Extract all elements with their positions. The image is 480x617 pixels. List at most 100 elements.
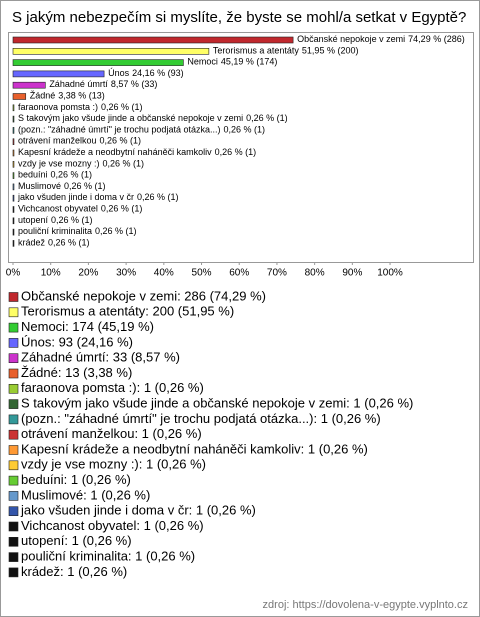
bar-label: (pozn.: "záhadné úmrtí" je trochu podjat… — [18, 125, 265, 135]
bar-label: Kapesní krádeže a neodbytní naháněči kam… — [18, 147, 256, 157]
bar — [12, 104, 15, 112]
bar-label: S takovým jako všude jinde a občanské ne… — [18, 113, 288, 123]
legend-swatch — [8, 414, 19, 425]
bar-category: utopení — [18, 215, 49, 225]
x-tick-label: 10% — [41, 268, 61, 279]
x-tick-label: 40% — [154, 268, 174, 279]
legend-swatch — [8, 292, 19, 302]
bar-value-label: 0,26 % (1) — [51, 170, 93, 180]
bar — [12, 149, 15, 157]
source: zdroj: https://dovolena-v-egypte.vyplnto… — [263, 599, 468, 611]
bar-label: krádež 0,26 % (1) — [18, 238, 90, 248]
legend-swatch — [8, 552, 19, 562]
x-tick-label: 50% — [192, 268, 212, 279]
x-tick-label: 90% — [342, 268, 362, 279]
bar-category: Žádné — [30, 91, 56, 101]
bar-label: Únos 24,16 % (93) — [108, 68, 184, 78]
bar-value-label: 0,26 % (1) — [100, 136, 142, 146]
bar-category: faraonova pomsta :) — [18, 102, 98, 112]
legend-label: jako všuden jinde i doma v čr: 1 (0,26 %… — [20, 503, 256, 518]
bar-value-label: 0,26 % (1) — [215, 147, 257, 157]
bar-category: Občanské nepokoje v zemi — [297, 34, 405, 44]
x-tick-label: 30% — [116, 268, 136, 279]
bar — [12, 161, 15, 168]
legend-label: krádež: 1 (0,26 %) — [21, 564, 127, 579]
bar-value-label: 0,26 % (1) — [246, 113, 288, 123]
bar-label: vzdy je vse mozny :) 0,26 % (1) — [18, 159, 144, 169]
legend-label: vzdy je vse mozny :): 1 (0,26 %) — [21, 457, 206, 472]
bar-category: Nemoci — [187, 57, 218, 67]
x-tick-label: 60% — [229, 268, 249, 279]
bar — [12, 127, 15, 134]
bar-category: (pozn.: "záhadné úmrtí" je trochu podjat… — [18, 125, 221, 135]
chart-title: S jakým nebezpečím si myslíte, že byste … — [12, 9, 466, 26]
legend-swatch — [8, 338, 19, 348]
legend-label: faraonova pomsta :): 1 (0,26 %) — [21, 380, 204, 395]
bar — [12, 81, 46, 89]
legend-label: Vichcanost obyvatel: 1 (0,26 %) — [21, 518, 204, 533]
legend-swatch — [8, 353, 19, 364]
x-tick-label: 100% — [377, 268, 403, 279]
bar — [12, 138, 15, 145]
bar-category: Vichcanost obyvatel — [18, 204, 98, 214]
bar-category: pouliční kriminalita — [18, 226, 92, 236]
legend-label: Občanské nepokoje v zemi: 286 (74,29 %) — [21, 288, 266, 303]
bar-category: vzdy je vse mozny :) — [18, 159, 100, 169]
legend-swatch — [8, 475, 19, 486]
bar — [12, 59, 184, 66]
bar — [12, 47, 210, 55]
legend-swatch — [8, 536, 19, 547]
legend-swatch — [8, 383, 19, 394]
bar-label: jako všuden jinde i doma v čr 0,26 % (1) — [17, 193, 179, 203]
bar-category: Únos — [108, 68, 130, 78]
bar-category: krádež — [18, 238, 46, 248]
legend-label: Kapesní krádeže a neodbytní naháněči kam… — [21, 441, 368, 456]
bar — [12, 70, 105, 78]
bar — [12, 172, 15, 179]
bar — [12, 194, 15, 202]
bar-label: pouliční kriminalita 0,26 % (1) — [18, 226, 137, 236]
legend-swatch — [8, 567, 19, 578]
legend-label: Muslimové: 1 (0,26 %) — [21, 487, 150, 502]
bar-category: jako všuden jinde i doma v čr — [17, 193, 134, 203]
bar-value-label: 0,26 % (1) — [101, 102, 143, 112]
bar-value-label: 0,26 % (1) — [223, 125, 265, 135]
legend-swatch — [8, 368, 19, 379]
legend-label: otrávení manželkou: 1 (0,26 %) — [21, 426, 202, 441]
bar-value-label: 51,95 % (200) — [302, 46, 359, 56]
legend-label: Terorismus a atentáty: 200 (51,95 %) — [21, 304, 234, 319]
x-tick-label: 0% — [6, 268, 21, 279]
bar-label: Vichcanost obyvatel 0,26 % (1) — [18, 204, 142, 214]
legend-label: Žádné: 13 (3,38 %) — [21, 365, 132, 380]
x-tick-label: 70% — [267, 268, 287, 279]
bar-label: beduíni 0,26 % (1) — [18, 170, 92, 180]
legend-swatch — [8, 445, 19, 455]
legend-label: utopení: 1 (0,26 %) — [21, 533, 132, 548]
bar-category: otrávení manželkou — [18, 136, 97, 146]
bar-label: Terorismus a atentáty 51,95 % (200) — [213, 46, 359, 56]
bar-value-label: 3,38 % (13) — [58, 91, 105, 101]
legend-swatch — [8, 429, 19, 440]
bar-category: beduíni — [18, 170, 48, 180]
bar-label: Občanské nepokoje v zemi 74,29 % (286) — [297, 34, 465, 44]
bar-value-label: 0,26 % (1) — [51, 215, 93, 225]
bar-value-label: 0,26 % (1) — [95, 226, 137, 236]
legend-label: Únos: 93 (24,16 %) — [21, 334, 133, 349]
bar-label: utopení 0,26 % (1) — [18, 215, 93, 225]
bar-label: otrávení manželkou 0,26 % (1) — [18, 136, 141, 146]
bar-value-label: 74,29 % (286) — [408, 34, 465, 44]
bar-value-label: 0,26 % (1) — [137, 193, 179, 203]
legend-swatch — [8, 307, 19, 318]
bar — [12, 115, 15, 123]
bar-category: Terorismus a atentáty — [213, 46, 300, 56]
legend-swatch — [8, 491, 19, 501]
legend-swatch — [8, 399, 19, 409]
bar-value-label: 0,26 % (1) — [101, 204, 143, 214]
bar — [12, 183, 15, 191]
x-tick-label: 20% — [78, 268, 98, 279]
legend-swatch — [8, 521, 19, 532]
bar-category: Záhadné úmrtí — [49, 80, 108, 90]
bar-value-label: 24,16 % (93) — [132, 68, 184, 78]
bar — [12, 217, 15, 225]
